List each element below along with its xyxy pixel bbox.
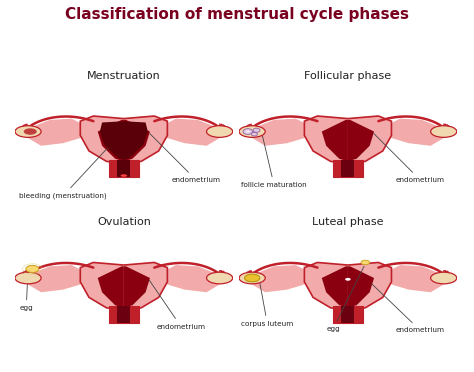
Polygon shape [252, 265, 311, 292]
Text: egg: egg [326, 266, 364, 332]
Polygon shape [304, 116, 392, 164]
Ellipse shape [243, 129, 253, 134]
Text: egg: egg [19, 272, 33, 311]
Ellipse shape [239, 126, 265, 137]
Polygon shape [333, 307, 363, 323]
Polygon shape [322, 120, 348, 161]
Ellipse shape [15, 126, 41, 137]
Polygon shape [124, 120, 150, 161]
Ellipse shape [245, 274, 260, 282]
Ellipse shape [207, 272, 233, 284]
Polygon shape [98, 120, 124, 161]
Ellipse shape [24, 128, 37, 135]
Polygon shape [100, 121, 148, 160]
Polygon shape [117, 160, 130, 177]
Text: corpus luteum: corpus luteum [241, 279, 293, 327]
Polygon shape [322, 266, 348, 308]
Polygon shape [109, 307, 139, 323]
Polygon shape [252, 119, 311, 146]
Ellipse shape [345, 278, 351, 281]
Polygon shape [348, 120, 374, 161]
Text: endometrium: endometrium [374, 134, 445, 183]
Polygon shape [348, 266, 374, 308]
Ellipse shape [361, 260, 370, 265]
Ellipse shape [251, 132, 257, 136]
Ellipse shape [253, 128, 260, 132]
Ellipse shape [246, 130, 250, 133]
Polygon shape [341, 307, 355, 323]
Polygon shape [80, 263, 167, 310]
Ellipse shape [207, 126, 233, 137]
Text: endometrium: endometrium [372, 284, 445, 333]
Polygon shape [117, 160, 130, 177]
Polygon shape [385, 119, 444, 146]
Polygon shape [333, 160, 363, 177]
Ellipse shape [120, 174, 127, 177]
Polygon shape [385, 265, 444, 292]
Polygon shape [161, 119, 219, 146]
Polygon shape [80, 116, 167, 164]
Text: bleeding (menstruation): bleeding (menstruation) [19, 147, 109, 199]
Title: Luteal phase: Luteal phase [312, 218, 383, 228]
Polygon shape [98, 266, 124, 308]
Title: Ovulation: Ovulation [97, 218, 151, 228]
Polygon shape [341, 160, 355, 177]
Polygon shape [109, 160, 139, 177]
Text: follicle maturation: follicle maturation [241, 132, 307, 188]
Polygon shape [28, 119, 87, 146]
Ellipse shape [26, 265, 39, 273]
Title: Menstruation: Menstruation [87, 71, 161, 81]
Text: Classification of menstrual cycle phases: Classification of menstrual cycle phases [65, 7, 409, 22]
Polygon shape [304, 263, 392, 310]
Ellipse shape [431, 272, 457, 284]
Title: Follicular phase: Follicular phase [304, 71, 392, 81]
Ellipse shape [15, 272, 41, 284]
Polygon shape [124, 266, 150, 308]
Polygon shape [161, 265, 219, 292]
Ellipse shape [431, 126, 457, 137]
Polygon shape [117, 307, 130, 323]
Text: endometrium: endometrium [149, 280, 206, 330]
Text: endometrium: endometrium [150, 134, 221, 183]
Ellipse shape [239, 272, 265, 284]
Polygon shape [28, 265, 87, 292]
